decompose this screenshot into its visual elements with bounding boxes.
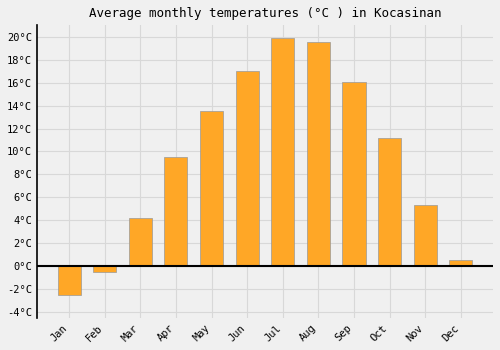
Title: Average monthly temperatures (°C ) in Kocasinan: Average monthly temperatures (°C ) in Ko… [88,7,441,20]
Bar [58,266,80,295]
Bar [307,42,330,266]
Bar [271,38,294,266]
Bar [342,82,365,266]
Bar [449,260,472,266]
Bar [164,157,188,266]
Bar [128,218,152,266]
Bar [378,138,401,266]
Bar [236,71,258,266]
Bar [93,266,116,272]
Bar [200,111,223,266]
Bar [414,205,436,266]
